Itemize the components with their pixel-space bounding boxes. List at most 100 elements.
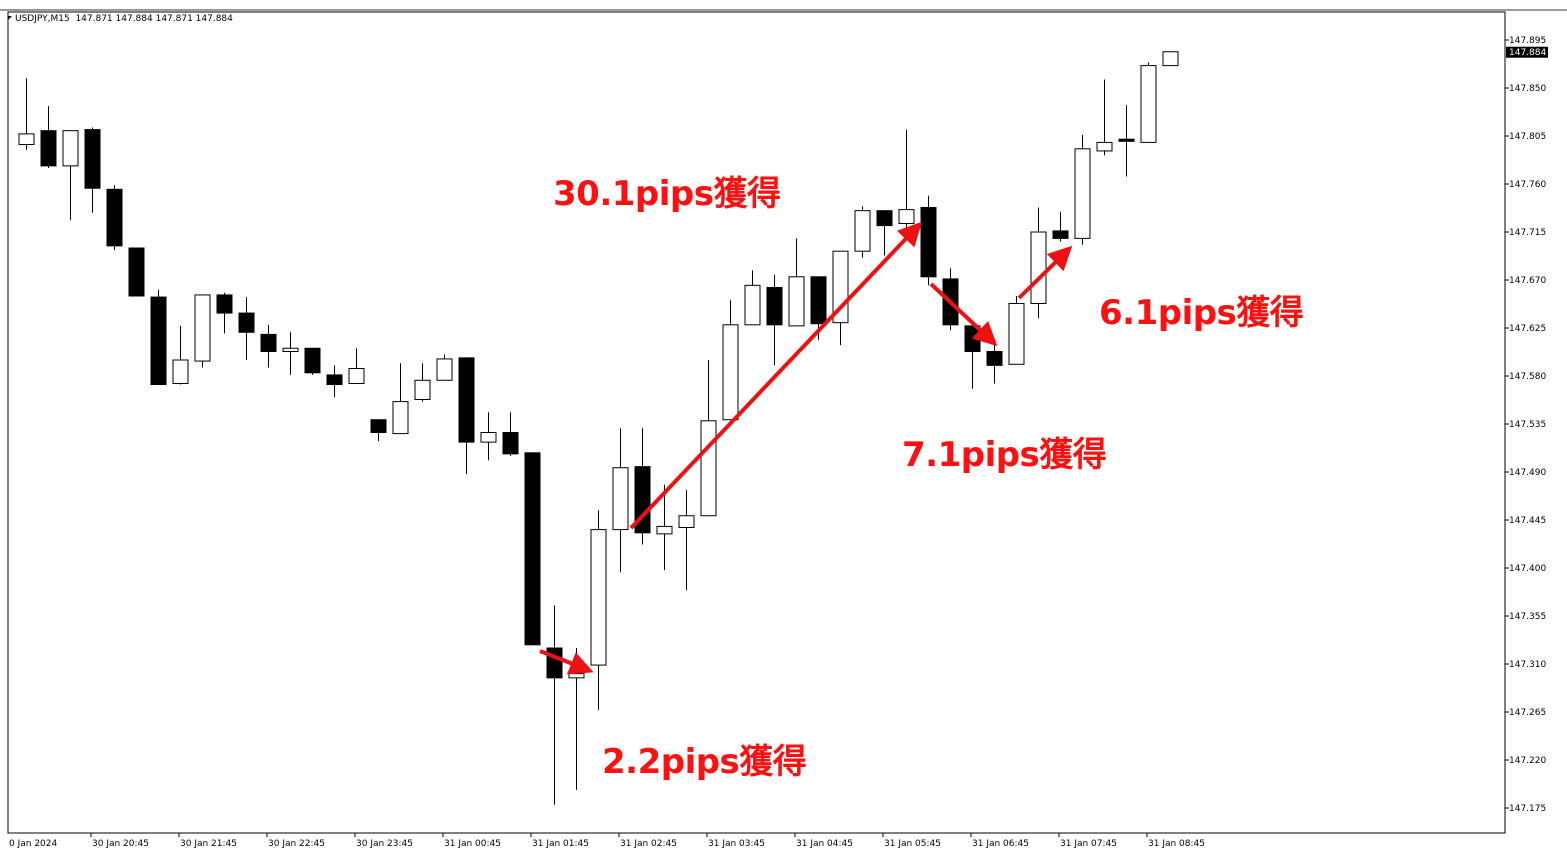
- candle: [436, 354, 453, 381]
- y-tick-label: 147.715: [1509, 228, 1546, 238]
- candle: [524, 452, 541, 646]
- candle-body-bull: [1096, 141, 1113, 152]
- candle-body-bull: [436, 358, 453, 381]
- current-price-label: 147.884: [1509, 48, 1546, 58]
- candle-body-bear: [40, 130, 57, 167]
- candle-body-bear: [238, 312, 255, 333]
- annotation-30-1pips: 30.1pips獲得: [553, 174, 781, 214]
- candle-body-bull: [18, 133, 35, 146]
- x-tick-label: 30 Jan 21:45: [180, 839, 237, 849]
- y-tick-label: 147.220: [1509, 756, 1546, 766]
- y-tick-label: 147.805: [1509, 132, 1546, 142]
- candle-body-bear: [634, 466, 651, 534]
- time-axis: 0 Jan 2024 30 Jan 20:45 30 Jan 21:45 30 Jan…: [9, 833, 1205, 849]
- candle-body-bear: [216, 294, 233, 314]
- y-tick-label: 147.580: [1509, 372, 1546, 382]
- candle-body-bear: [546, 647, 563, 679]
- y-tick-label: 147.445: [1509, 516, 1546, 526]
- candle-body-bear: [326, 374, 343, 386]
- candle: [282, 332, 299, 375]
- candle: [634, 428, 651, 545]
- arrow-2-2pips: [539, 649, 594, 675]
- candle-body-bull: [172, 359, 189, 384]
- candle: [128, 247, 145, 297]
- candle: [502, 412, 519, 456]
- y-tick-label: 147.670: [1509, 276, 1546, 286]
- x-tick-label: 31 Jan 07:45: [1060, 839, 1117, 849]
- candle-body-bear: [920, 206, 937, 278]
- x-tick-label: 31 Jan 00:45: [444, 839, 501, 849]
- candle: [40, 106, 57, 168]
- x-tick-label: 31 Jan 02:45: [620, 839, 677, 849]
- candle: [260, 324, 277, 368]
- x-tick-label: 31 Jan 08:45: [1148, 839, 1205, 849]
- current-price-tag: [1506, 46, 1548, 58]
- candle: [150, 289, 167, 386]
- candle: [84, 127, 101, 213]
- candle: [62, 130, 79, 221]
- candle-body-bull: [1162, 51, 1179, 67]
- candle: [1162, 51, 1179, 67]
- candle: [18, 78, 35, 150]
- candle: [964, 325, 981, 389]
- candle: [1030, 207, 1047, 319]
- ohlc-values: 147.871 147.884 147.871 147.884: [75, 14, 233, 24]
- x-tick-label: 30 Jan 20:45: [92, 839, 149, 849]
- candle-body-bull: [414, 379, 431, 400]
- candle: [238, 297, 255, 360]
- candle: [986, 341, 1003, 384]
- candle-body-bull: [590, 529, 607, 666]
- y-tick-label: 147.175: [1509, 804, 1546, 814]
- candle-body-bear: [524, 452, 541, 646]
- candle-body-bull: [568, 673, 585, 679]
- price-axis: 147.895 147.850 147.805 147.760 147.715 147.6…: [1505, 36, 1548, 814]
- candle-body-bull: [282, 347, 299, 352]
- candle-body-bear: [458, 357, 475, 443]
- x-tick-label: 30 Jan 23:45: [356, 839, 413, 849]
- candle: [788, 238, 805, 327]
- candle: [832, 250, 849, 346]
- y-tick-label: 147.625: [1509, 324, 1546, 334]
- arrow-6-1pips: [1017, 245, 1073, 300]
- candle-body-bear: [986, 350, 1003, 366]
- candle: [744, 270, 761, 326]
- candle-body-bull: [1030, 231, 1047, 304]
- candle-body-bear: [260, 333, 277, 352]
- candle-body-bear: [150, 296, 167, 386]
- y-tick-label: 147.760: [1509, 180, 1546, 190]
- candle-body-bear: [1052, 230, 1069, 239]
- candle: [1052, 211, 1069, 242]
- chart-menu-triangle-icon[interactable]: [8, 16, 12, 20]
- candle: [304, 347, 321, 375]
- y-tick-label: 147.400: [1509, 564, 1546, 574]
- candle-body-bear: [1118, 138, 1135, 142]
- candle-body-bull: [656, 525, 673, 535]
- candle-body-bull: [1074, 148, 1091, 239]
- candle: [876, 210, 893, 256]
- candle: [854, 206, 871, 258]
- candle-body-bear: [502, 432, 519, 455]
- candle-body-bear: [128, 247, 145, 297]
- candle: [546, 605, 563, 805]
- candle-body-bear: [370, 419, 387, 434]
- candle-body-bull: [62, 130, 79, 167]
- candle-body-bear: [876, 210, 893, 227]
- candle-body-bull: [1008, 302, 1025, 365]
- y-tick-label: 147.895: [1509, 36, 1546, 46]
- candle: [612, 428, 629, 573]
- candle: [480, 412, 497, 461]
- candle: [172, 325, 189, 385]
- candle: [1096, 79, 1113, 156]
- arrow-30-1pips: [629, 221, 923, 530]
- annotation-6-1pips: 6.1pips獲得: [1099, 293, 1304, 333]
- candle-body-bull: [348, 368, 365, 384]
- candle: [590, 510, 607, 710]
- candle-body-bull: [854, 210, 871, 252]
- candle: [216, 292, 233, 334]
- candle-body-bull: [480, 432, 497, 443]
- candle-body-bull: [744, 284, 761, 326]
- candle: [106, 185, 123, 251]
- candle: [458, 357, 475, 475]
- y-tick-label: 147.535: [1509, 420, 1546, 430]
